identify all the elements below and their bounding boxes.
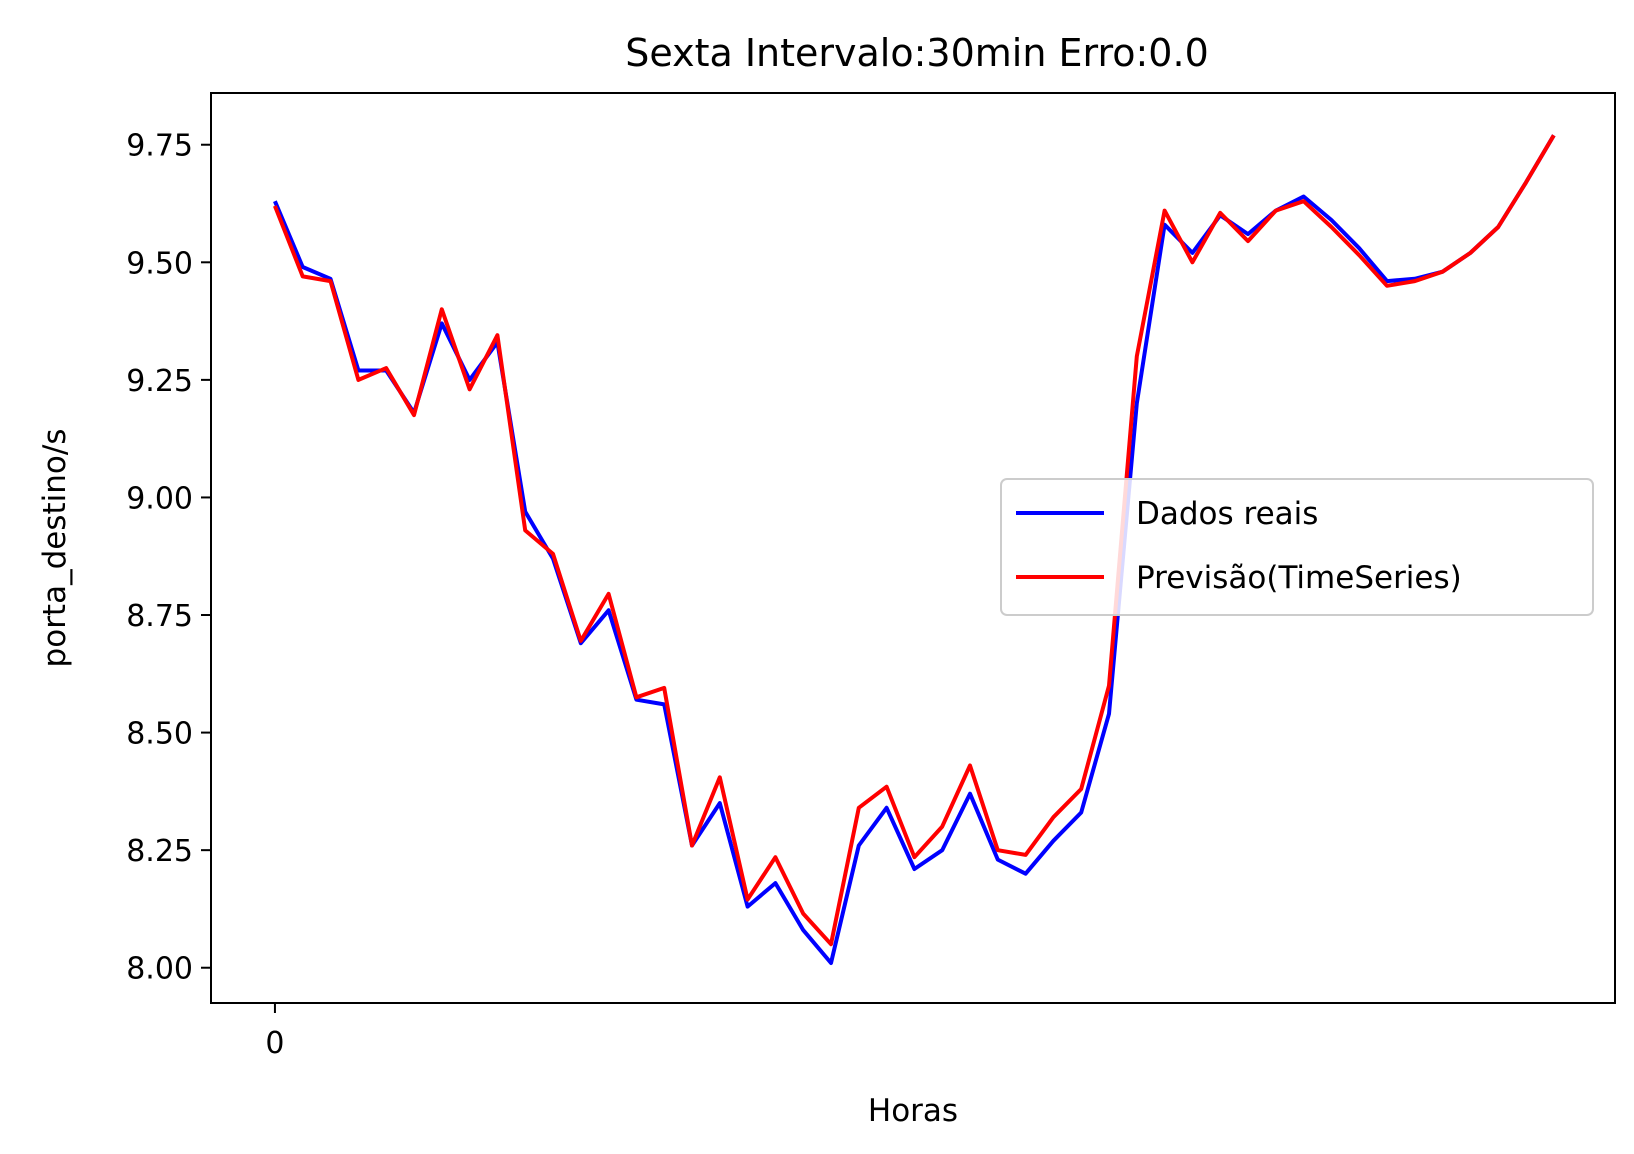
- y-tick-label-1: 8.25: [126, 834, 193, 869]
- y-tick-label-6: 9.50: [126, 246, 193, 281]
- legend-label-previsao: Previsão(TimeSeries): [1136, 560, 1462, 596]
- legend: Dados reais Previsão(TimeSeries): [1000, 478, 1594, 616]
- x-axis-ticks: 0: [265, 1003, 284, 1061]
- plot-frame: [210, 92, 1616, 1004]
- x-tick-label-0: 0: [265, 1026, 284, 1061]
- x-axis-label: Horas: [868, 1093, 958, 1129]
- legend-box: [1000, 478, 1594, 616]
- y-tick-label-5: 9.25: [126, 364, 193, 399]
- series-line-1: [273, 134, 1556, 947]
- chart-title: Sexta Intervalo:30min Erro:0.0: [625, 31, 1209, 75]
- series-layer: [273, 134, 1556, 965]
- y-tick-label-4: 9.00: [126, 481, 193, 516]
- y-axis-label: porta_destino/s: [37, 429, 73, 668]
- y-tick-label-0: 8.00: [126, 952, 193, 987]
- y-tick-label-7: 9.75: [126, 129, 193, 164]
- legend-label-dados-reais: Dados reais: [1136, 496, 1318, 532]
- y-axis-ticks: 8.00 8.25 8.50 8.75 9.00 9.25 9.50 9.75: [126, 129, 211, 987]
- y-tick-label-3: 8.75: [126, 599, 193, 634]
- y-tick-label-2: 8.50: [126, 717, 193, 752]
